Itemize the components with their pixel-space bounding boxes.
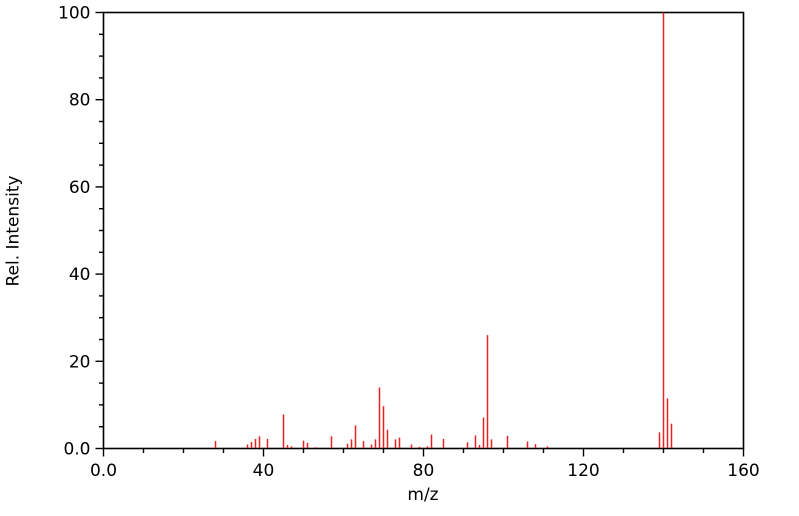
y-tick-label: 80: [69, 91, 91, 111]
plot-frame: [102, 11, 745, 450]
x-tick-label: 160: [727, 461, 759, 481]
x-tick-label: 40: [253, 461, 275, 481]
y-tick-label: 0.0: [63, 440, 90, 460]
y-axis-title: Rel. Intensity: [3, 175, 24, 287]
y-tick-label: 100: [58, 4, 90, 24]
y-tick-label: 20: [69, 352, 91, 372]
x-tick-label: 80: [413, 461, 435, 481]
y-tick-label: 40: [69, 265, 91, 285]
x-axis-title: m/z: [407, 485, 439, 505]
x-tick-label: 0.0: [90, 461, 117, 481]
y-tick-label: 60: [69, 178, 91, 198]
x-tick-label: 120: [567, 461, 599, 481]
